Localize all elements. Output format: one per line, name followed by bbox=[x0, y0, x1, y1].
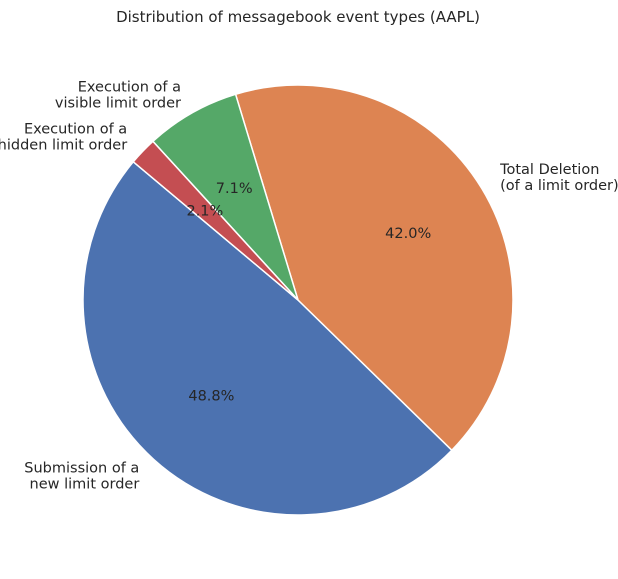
slice-label: Execution of a hidden limit order bbox=[0, 121, 127, 153]
slice-label: Execution of a visible limit order bbox=[55, 80, 181, 112]
slice-label: Submission of a new limit order bbox=[24, 460, 139, 492]
pie-slice bbox=[132, 140, 299, 301]
slice-percent-label: 2.1% bbox=[186, 204, 223, 220]
pie-percent-labels: 48.8% 42.0% 7.1% 2.1% bbox=[186, 181, 431, 405]
slice-percent-label: 42.0% bbox=[385, 226, 431, 242]
slice-label-line: new limit order bbox=[30, 476, 140, 492]
slice-percent-label: 7.1% bbox=[216, 181, 253, 197]
chart-title: Distribution of messagebook event types … bbox=[116, 8, 480, 26]
slice-label-line: Execution of a bbox=[78, 80, 181, 96]
pie-labels: Submission of a new limit order Total Dele… bbox=[0, 80, 618, 493]
pie-slice bbox=[82, 160, 453, 516]
slice-label-line: (of a limit order) bbox=[500, 178, 618, 194]
pie-slices bbox=[82, 84, 514, 516]
pie-slice bbox=[234, 84, 514, 452]
slice-percent-label: 48.8% bbox=[188, 389, 234, 405]
slice-label-line: visible limit order bbox=[55, 96, 181, 112]
slice-label-line: Submission of a bbox=[24, 460, 139, 476]
slice-label-line: Total Deletion bbox=[499, 162, 599, 178]
slice-label: Total Deletion (of a limit order) bbox=[499, 162, 618, 194]
slice-label-line: Execution of a bbox=[24, 121, 127, 137]
slice-label-line: hidden limit order bbox=[0, 137, 127, 153]
